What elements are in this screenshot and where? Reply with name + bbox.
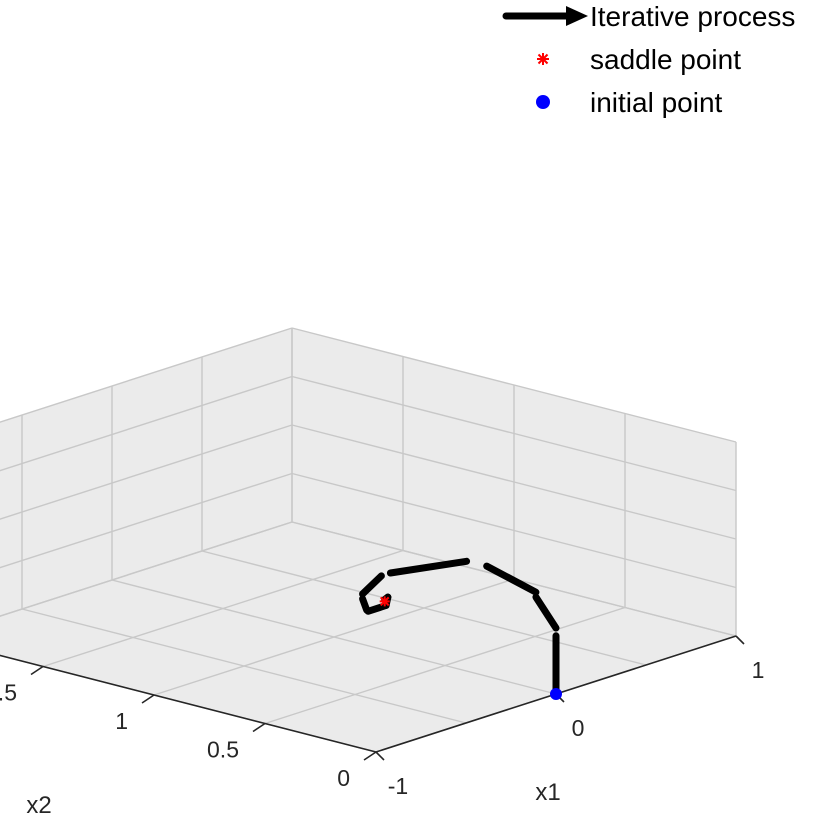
x1-axis-label: x1 [535, 779, 560, 806]
x1-tick-mark [735, 635, 745, 645]
asterisk-stroke [379, 596, 390, 607]
grid-line [0, 327, 293, 423]
x2-tick-mark [30, 665, 44, 676]
x2-tick-label: 1.5 [0, 680, 17, 706]
asterisk-stroke [537, 53, 549, 65]
grid-line [0, 472, 293, 569]
grid-line [0, 521, 293, 617]
x2-tick-label: 0 [337, 765, 350, 791]
legend-saddle-marker [537, 53, 549, 65]
grid-line [291, 375, 737, 492]
grid-line [291, 424, 737, 540]
x1-tick-mark [375, 751, 385, 761]
x2-tick-label: 1 [115, 708, 128, 734]
grid-line [291, 327, 737, 443]
grid-line [0, 375, 293, 472]
legend-entry-label: Iterative process [590, 1, 795, 32]
legend-entry-label: initial point [590, 87, 723, 118]
x2-tick-mark [363, 751, 377, 761]
trajectory-segment [532, 593, 560, 632]
trajectory-segment [359, 595, 371, 614]
grid-line [264, 606, 626, 725]
x2-axis-label: x2 [26, 792, 51, 819]
legend: Iterative process saddle point initial poi… [502, 1, 795, 118]
x1-tick-label: -1 [388, 773, 408, 799]
legend-initial-marker [536, 95, 550, 109]
grid-line [153, 578, 515, 696]
axis-labels: x1x2y [26, 779, 560, 819]
legend-arrow-head [566, 6, 588, 26]
saddle-point-marker [379, 596, 390, 607]
trajectory-segment [359, 572, 385, 598]
grid-line [0, 424, 293, 520]
trajectory-segment [483, 562, 540, 596]
trajectory-segment [386, 557, 471, 577]
x1-tick-label: 1 [752, 657, 765, 683]
grid-line [291, 472, 737, 589]
x2-tick-mark [252, 722, 266, 733]
x2-tick-mark [141, 694, 155, 704]
data-marks [359, 557, 562, 700]
initial-point-marker [550, 688, 562, 700]
grid-line [42, 549, 404, 668]
x1-tick-label: 0 [572, 715, 585, 741]
x2-tick-label: 0.5 [207, 737, 239, 763]
legend-entry-label: saddle point [590, 44, 741, 75]
